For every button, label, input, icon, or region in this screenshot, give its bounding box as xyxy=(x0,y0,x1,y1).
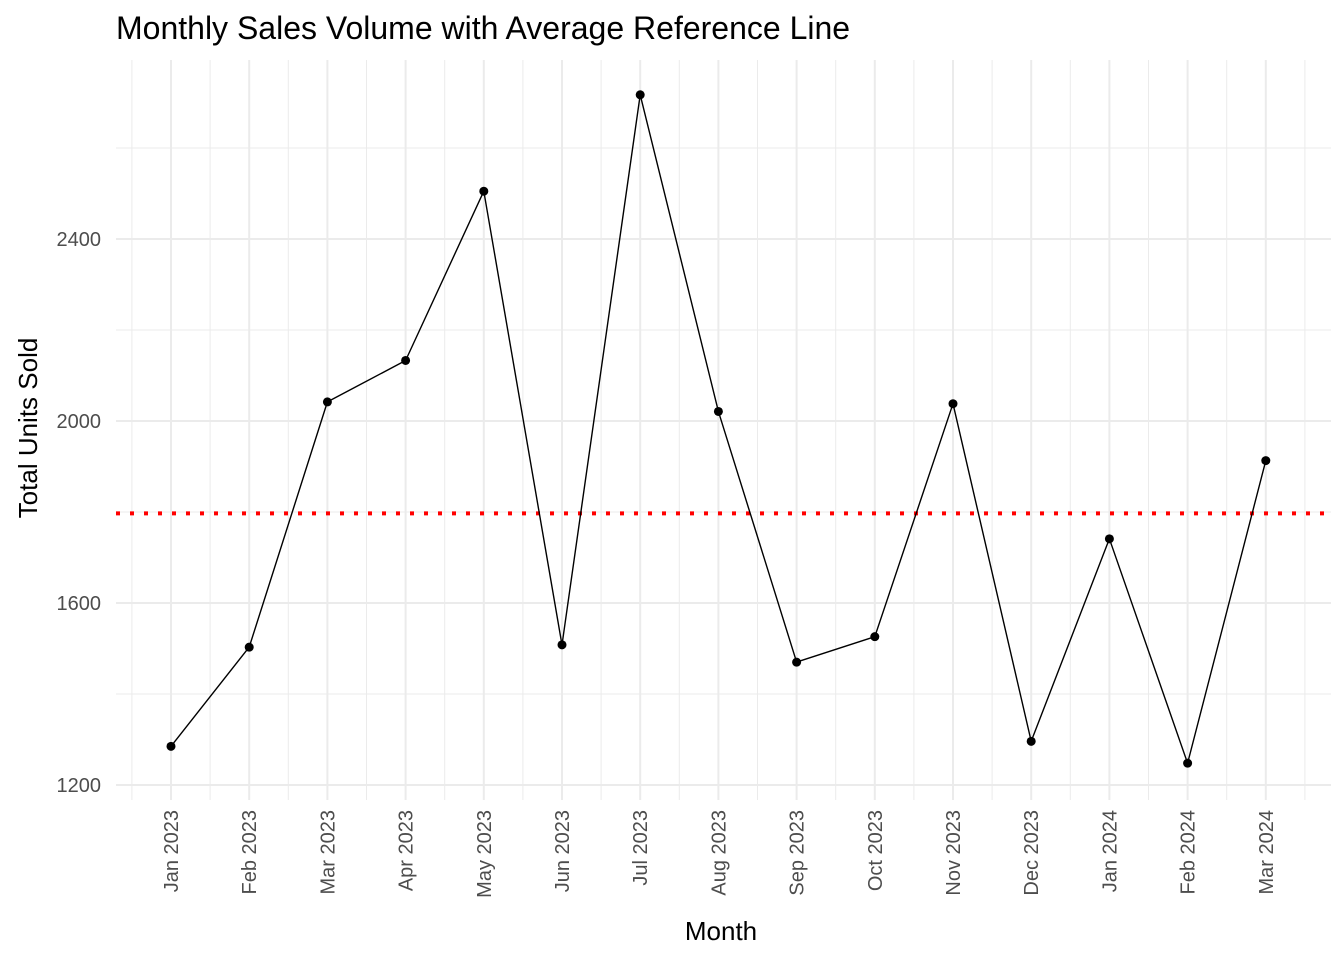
y-tick-label: 2400 xyxy=(57,229,102,251)
data-point xyxy=(870,632,880,642)
x-tick-label: Mar 2023 xyxy=(317,810,339,895)
data-point xyxy=(1261,456,1271,466)
y-tick-labels: 1200 1600 2000 2400 xyxy=(57,229,102,797)
major-gridlines xyxy=(116,60,1331,800)
data-point xyxy=(401,355,411,365)
y-tick-label: 2000 xyxy=(57,411,102,433)
x-tick-label: Jun 2023 xyxy=(552,810,574,892)
data-point xyxy=(479,186,489,196)
data-point xyxy=(713,406,723,416)
y-tick-label: 1200 xyxy=(57,775,102,797)
data-point xyxy=(1104,534,1114,544)
x-tick-label: May 2023 xyxy=(474,810,496,898)
x-tick-label: Oct 2023 xyxy=(865,810,887,891)
x-tick-label: Jan 2023 xyxy=(161,810,183,892)
x-axis-title: Month xyxy=(685,916,757,946)
x-tick-label: Dec 2023 xyxy=(1021,810,1043,896)
data-point xyxy=(635,90,645,100)
data-point xyxy=(322,397,332,407)
x-tick-label: Sep 2023 xyxy=(787,810,809,896)
data-point xyxy=(948,399,958,409)
x-tick-label: Mar 2024 xyxy=(1256,810,1278,895)
data-point xyxy=(1026,736,1036,746)
data-point xyxy=(557,640,567,650)
x-tick-label: Feb 2024 xyxy=(1178,810,1200,895)
x-tick-label: Feb 2023 xyxy=(239,810,261,895)
y-axis-title: Total Units Sold xyxy=(13,338,43,519)
x-tick-label: Jul 2023 xyxy=(630,810,652,886)
x-tick-label: Apr 2023 xyxy=(396,810,418,891)
data-point xyxy=(1183,758,1193,768)
y-tick-label: 1600 xyxy=(57,593,102,615)
x-tick-labels: Jan 2023 Feb 2023 Mar 2023 Apr 2023 May 2023… xyxy=(161,810,1278,898)
data-point xyxy=(792,657,802,667)
minor-gridlines xyxy=(116,60,1331,800)
x-tick-label: Jan 2024 xyxy=(1099,810,1121,892)
data-point xyxy=(244,642,254,652)
chart-title: Monthly Sales Volume with Average Refere… xyxy=(116,10,851,46)
x-tick-label: Nov 2023 xyxy=(943,810,965,896)
data-point xyxy=(166,741,176,751)
data-points xyxy=(166,90,1271,768)
x-tick-label: Aug 2023 xyxy=(708,810,730,896)
